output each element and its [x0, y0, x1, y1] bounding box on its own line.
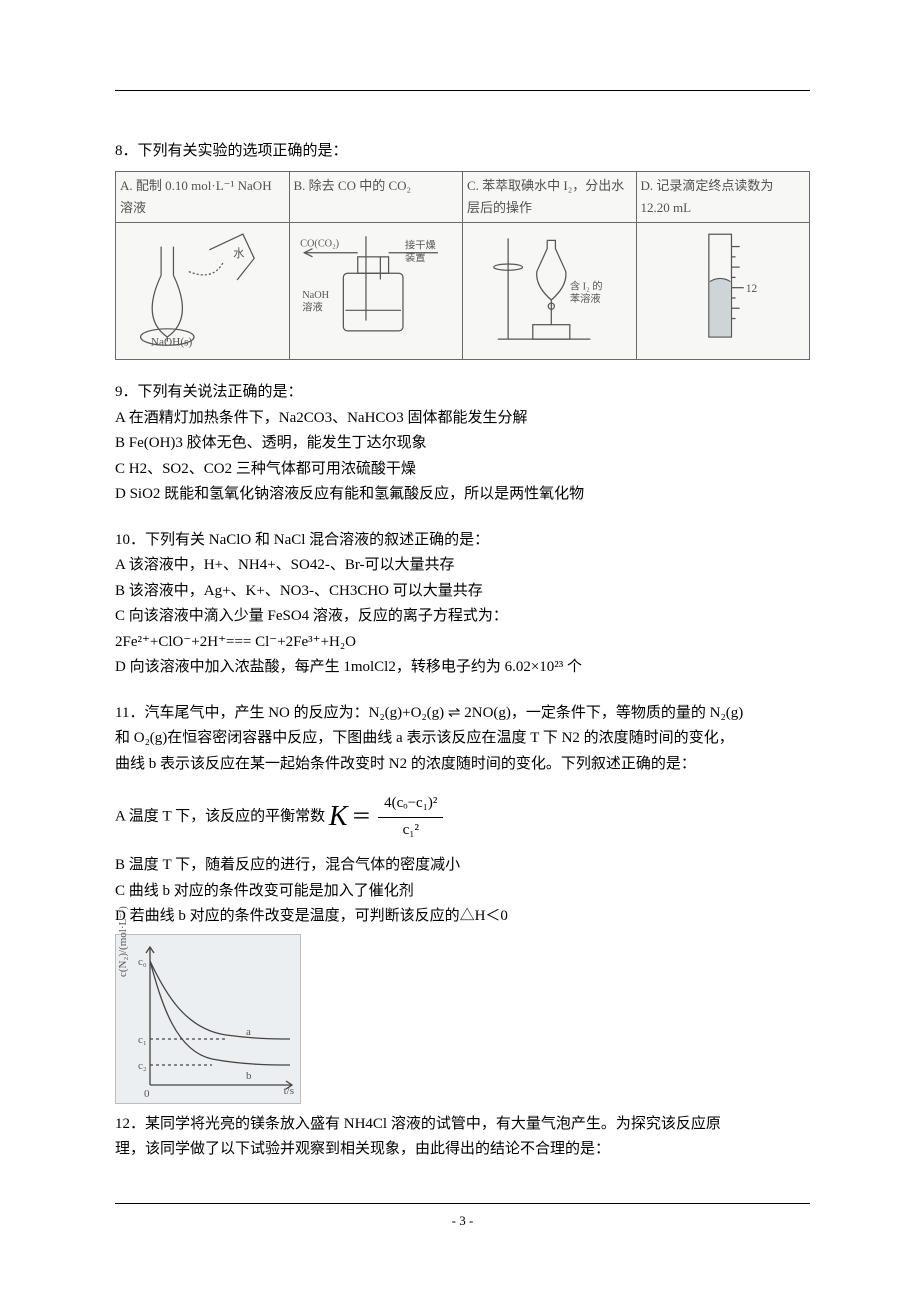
bottom-rule — [115, 1203, 810, 1204]
q9-opt-a: A 在酒精灯加热条件下，Na2CO3、NaHCO3 固体都能发生分解 — [115, 406, 810, 432]
q8-cell-c-drawing: 含 I₂ 的 苯溶液 — [463, 222, 637, 359]
q12-stem-2: 理，该同学做了以下试验并观察到相关现象，由此得出的结论不合理的是： — [115, 1137, 810, 1163]
q10-opt-c: C 向该溶液中滴入少量 FeSO4 溶液，反应的离子方程式为： — [115, 604, 810, 630]
q8b-gas-label: CO(CO₂) — [300, 238, 339, 249]
svg-text:苯溶液: 苯溶液 — [570, 292, 601, 305]
q9-opt-d: D SiO2 既能和氢氧化钠溶液反应有能和氢氟酸反应，所以是两性氧化物 — [115, 482, 810, 508]
q12-stem-1: 12．某同学将光亮的镁条放入盛有 NH4Cl 溶液的试管中，有大量气泡产生。为探… — [115, 1112, 810, 1138]
q11-stem-2: 和 O₂(g)在恒容密闭容器中反应，下图曲线 a 表示该反应在温度 T 下 N2… — [115, 726, 810, 752]
q8-stem: 8．下列有关实验的选项正确的是： — [115, 139, 810, 165]
page-number: - 3 - — [115, 1210, 810, 1232]
q8a-water-label: 水 — [233, 247, 244, 260]
q10-opt-d: D 向该溶液中加入浓盐酸，每产生 1molCl2，转移电子约为 6.02×10²… — [115, 655, 810, 681]
q8-cell-b-drawing: CO(CO₂) 接干燥 装置 NaOH 溶液 — [289, 222, 463, 359]
svg-text:b: b — [246, 1070, 252, 1082]
q8-figure-table: A. 配制 0.10 mol·L⁻¹ NaOH 溶液 B. 除去 CO 中的 C… — [115, 171, 810, 361]
q9-opt-c: C H2、SO2、CO2 三种气体都可用浓硫酸干燥 — [115, 457, 810, 483]
q8-cell-c-header: C. 苯萃取碘水中 I₂，分出水层后的操作 — [463, 171, 637, 222]
q11-ylabel: c(N₂)/(mol·L⁻¹) — [114, 906, 133, 977]
svg-text:c₁: c₁ — [138, 1034, 147, 1046]
q8d-twelve: 12 — [745, 282, 757, 294]
q9-stem: 9．下列有关说法正确的是： — [115, 380, 810, 406]
q11-opt-c: C 曲线 b 对应的条件改变可能是加入了催化剂 — [115, 879, 810, 905]
svg-text:装置: 装置 — [405, 251, 426, 264]
q11-stem-1: 11．汽车尾气中，产生 NO 的反应为：N₂(g)+O₂(g) ⇌ 2NO(g)… — [115, 701, 810, 727]
q8-cell-d-header: D. 记录滴定终点读数为 12.20 mL — [636, 171, 810, 222]
q10-eq: 2Fe²⁺+ClO⁻+2H⁺=== Cl⁻+2Fe³⁺+H₂O — [115, 630, 810, 656]
svg-text:溶液: 溶液 — [302, 300, 323, 313]
q8-cell-d-drawing: 12 — [636, 222, 810, 359]
q8-cell-a-header: A. 配制 0.10 mol·L⁻¹ NaOH 溶液 — [116, 171, 290, 222]
top-rule — [115, 90, 810, 91]
svg-text:NaOH: NaOH — [302, 290, 329, 301]
q11-fraction: 4(cₒ−c₁)² c₁² — [378, 791, 443, 843]
svg-text:含 I₂ 的: 含 I₂ 的 — [570, 279, 603, 292]
q11-xlabel: t/s — [284, 1082, 294, 1101]
q11-a-pre: A 温度 T 下，该反应的平衡常数 — [115, 809, 325, 825]
q11-frac-den: c₁² — [378, 818, 443, 844]
q9-opt-b: B Fe(OH)3 胶体无色、透明，能发生丁达尔现象 — [115, 431, 810, 457]
q11-frac-num: 4(cₒ−c₁)² — [378, 791, 443, 818]
q8b-dry-label: 接干燥 — [405, 238, 436, 251]
svg-text:c₂: c₂ — [138, 1060, 147, 1072]
q11-opt-b: B 温度 T 下，随着反应的进行，混合气体的密度减小 — [115, 853, 810, 879]
q10-opt-a: A 该溶液中，H+、NH4+、SO42-、Br-可以大量共存 — [115, 553, 810, 579]
q10-opt-b: B 该溶液中，Ag+、K+、NO3-、CH3CHO 可以大量共存 — [115, 579, 810, 605]
q10-stem: 10．下列有关 NaClO 和 NaCl 混合溶液的叙述正确的是： — [115, 528, 810, 554]
q8a-naoh-label: NaOH(s) — [151, 336, 193, 348]
q8-cell-b-header: B. 除去 CO 中的 CO₂ — [289, 171, 463, 222]
svg-text:c₀: c₀ — [138, 956, 147, 968]
q8-cell-a-drawing: 水 NaOH(s) — [116, 222, 290, 359]
q11-stem-3: 曲线 b 表示该反应在某一起始条件改变时 N2 的浓度随时间的变化。下列叙述正确… — [115, 752, 810, 778]
q11-opt-a: A 温度 T 下，该反应的平衡常数 K ＝ 4(cₒ−c₁)² c₁² — [115, 791, 810, 843]
q11-graph: c₀ c₁ c₂ a b 0 c(N₂)/(mol·L⁻¹) t/s — [115, 934, 301, 1104]
svg-text:0: 0 — [144, 1088, 150, 1100]
q11-k-symbol: K — [329, 801, 348, 832]
svg-text:a: a — [246, 1026, 251, 1038]
q11-opt-d: D 若曲线 b 对应的条件改变是温度，可判断该反应的△H＜0 — [115, 904, 810, 930]
